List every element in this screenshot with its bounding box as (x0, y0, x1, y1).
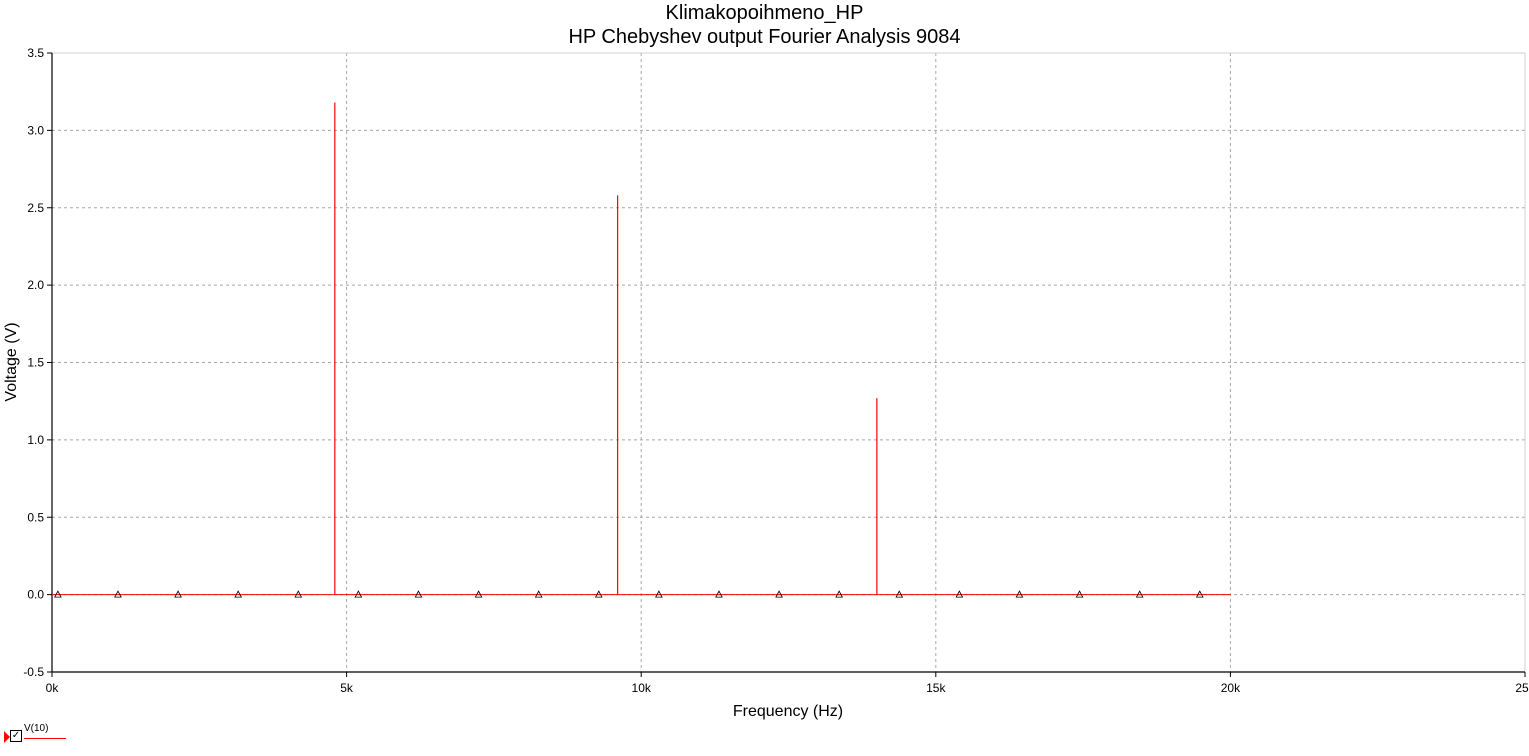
series-marker (895, 590, 904, 598)
series-marker (1135, 590, 1144, 598)
y-tick-label: -0.5 (23, 665, 44, 679)
series-marker (655, 590, 663, 598)
series-marker (114, 590, 122, 598)
series-marker (594, 590, 603, 598)
legend-checkbox-v10[interactable]: ✓ (10, 730, 22, 742)
x-tick-label: 15k (926, 681, 946, 695)
series-marker (835, 590, 844, 598)
y-tick-label: 3.5 (27, 46, 44, 60)
x-tick-label: 25k (1515, 681, 1529, 695)
y-tick-label: 2.0 (27, 278, 44, 292)
series-marker (534, 590, 543, 598)
data-series (52, 102, 1231, 598)
series-marker (174, 590, 182, 598)
grid-lines (52, 53, 1525, 672)
series-marker (1195, 590, 1204, 598)
series-marker (715, 590, 723, 598)
y-tick-label: 1.5 (27, 356, 44, 370)
y-tick-labels: -0.5 0.0 0.5 1.0 1.5 2.0 2.5 3.0 3.5 (23, 46, 44, 679)
y-tick-label: 0.5 (27, 510, 44, 524)
legend-line-v10 (24, 738, 66, 739)
x-tick-label: 20k (1221, 681, 1241, 695)
x-tick-label: 10k (632, 681, 652, 695)
series-marker (354, 590, 363, 598)
y-tick-label: 0.0 (27, 588, 44, 602)
series-marker (1075, 590, 1084, 598)
y-tick-label: 1.0 (27, 433, 44, 447)
chart-title: Klimakopoihmeno_HP (665, 2, 864, 24)
series-marker (775, 590, 783, 598)
axes (47, 52, 1526, 677)
x-tick-label: 0k (46, 681, 60, 695)
series-marker (294, 590, 303, 598)
y-tick-label: 2.5 (27, 201, 44, 215)
series-marker (474, 590, 483, 598)
y-tick-label: 3.0 (27, 123, 44, 137)
series-marker (54, 590, 62, 598)
plot-frame (51, 52, 1526, 673)
x-tick-labels: 0k 5k 10k 15k 20k 25k (46, 681, 1529, 695)
series-marker (955, 590, 964, 598)
series-marker (1015, 590, 1024, 598)
legend: ✓ V(10) (4, 723, 84, 743)
x-tick-label: 5k (340, 681, 354, 695)
series-marker (414, 590, 423, 598)
legend-selected-marker (4, 731, 10, 743)
chart-subtitle: HP Chebyshev output Fourier Analysis 908… (568, 26, 961, 48)
x-axis-label: Frequency (Hz) (733, 703, 843, 720)
y-axis-label: Voltage (V) (3, 322, 20, 401)
series-marker (234, 590, 243, 598)
legend-label-v10: V(10) (24, 723, 49, 734)
